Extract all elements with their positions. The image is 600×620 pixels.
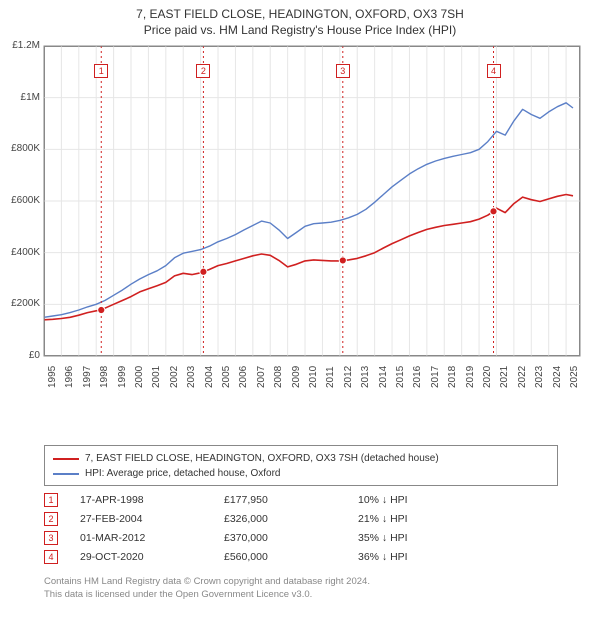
- sale-price: £177,950: [224, 494, 354, 506]
- sale-date: 29-OCT-2020: [80, 551, 220, 563]
- footer-line-1: Contains HM Land Registry data © Crown c…: [44, 576, 370, 589]
- table-row: 2 27-FEB-2004 £326,000 21% ↓ HPI: [44, 509, 558, 528]
- x-axis-label: 2023: [534, 366, 545, 388]
- y-axis-label: £600K: [0, 195, 40, 206]
- x-axis-label: 2008: [273, 366, 284, 388]
- x-axis-label: 2007: [256, 366, 267, 388]
- sale-price: £560,000: [224, 551, 354, 563]
- sale-pct: 36% ↓ HPI: [358, 551, 468, 563]
- table-row: 1 17-APR-1998 £177,950 10% ↓ HPI: [44, 490, 558, 509]
- y-axis-label: £1M: [0, 92, 40, 103]
- legend-item-hpi: HPI: Average price, detached house, Oxfo…: [53, 466, 549, 481]
- sale-pct: 10% ↓ HPI: [358, 494, 468, 506]
- y-axis-label: £1.2M: [0, 40, 40, 51]
- table-row: 4 29-OCT-2020 £560,000 36% ↓ HPI: [44, 547, 558, 566]
- x-axis-label: 2005: [221, 366, 232, 388]
- x-axis-label: 2010: [308, 366, 319, 388]
- x-axis-label: 2012: [343, 366, 354, 388]
- sale-marker-1: 1: [44, 493, 58, 507]
- chart-sale-marker-4: 4: [487, 64, 501, 78]
- chart-sale-marker-2: 2: [196, 64, 210, 78]
- sale-marker-2: 2: [44, 512, 58, 526]
- chart-title-block: 7, EAST FIELD CLOSE, HEADINGTON, OXFORD,…: [0, 0, 600, 40]
- sale-pct: 35% ↓ HPI: [358, 532, 468, 544]
- sale-marker-4: 4: [44, 550, 58, 564]
- title-line-2: Price paid vs. HM Land Registry's House …: [0, 22, 600, 38]
- sales-table: 1 17-APR-1998 £177,950 10% ↓ HPI 2 27-FE…: [44, 490, 558, 566]
- x-axis-label: 2014: [378, 366, 389, 388]
- footer-attribution: Contains HM Land Registry data © Crown c…: [44, 576, 370, 602]
- legend-item-property: 7, EAST FIELD CLOSE, HEADINGTON, OXFORD,…: [53, 451, 549, 466]
- x-axis-label: 2000: [134, 366, 145, 388]
- y-axis-label: £200K: [0, 298, 40, 309]
- x-axis-label: 1998: [99, 366, 110, 388]
- legend-label-property: 7, EAST FIELD CLOSE, HEADINGTON, OXFORD,…: [85, 453, 439, 464]
- x-axis-label: 2011: [325, 366, 336, 388]
- x-axis-label: 2019: [465, 366, 476, 388]
- x-axis-label: 1995: [47, 366, 58, 388]
- x-axis-label: 2006: [238, 366, 249, 388]
- x-axis-label: 2016: [412, 366, 423, 388]
- legend-swatch-hpi: [53, 473, 79, 475]
- x-axis-label: 2024: [552, 366, 563, 388]
- legend-swatch-property: [53, 458, 79, 460]
- chart-legend: 7, EAST FIELD CLOSE, HEADINGTON, OXFORD,…: [44, 445, 558, 486]
- sale-price: £326,000: [224, 513, 354, 525]
- chart-svg: [0, 40, 600, 410]
- x-axis-label: 1997: [82, 366, 93, 388]
- y-axis-label: £400K: [0, 247, 40, 258]
- x-axis-label: 2003: [186, 366, 197, 388]
- sale-date: 17-APR-1998: [80, 494, 220, 506]
- legend-label-hpi: HPI: Average price, detached house, Oxfo…: [85, 468, 281, 479]
- x-axis-label: 2015: [395, 366, 406, 388]
- x-axis-label: 2025: [569, 366, 580, 388]
- chart-sale-marker-3: 3: [336, 64, 350, 78]
- sale-pct: 21% ↓ HPI: [358, 513, 468, 525]
- y-axis-label: £800K: [0, 143, 40, 154]
- sale-marker-3: 3: [44, 531, 58, 545]
- x-axis-label: 1999: [117, 366, 128, 388]
- footer-line-2: This data is licensed under the Open Gov…: [44, 589, 370, 602]
- x-axis-label: 2002: [169, 366, 180, 388]
- y-axis-label: £0: [0, 350, 40, 361]
- x-axis-label: 2018: [447, 366, 458, 388]
- x-axis-label: 2021: [499, 366, 510, 388]
- x-axis-label: 1996: [64, 366, 75, 388]
- chart-sale-marker-1: 1: [94, 64, 108, 78]
- x-axis-label: 2020: [482, 366, 493, 388]
- x-axis-label: 2013: [360, 366, 371, 388]
- x-axis-label: 2022: [517, 366, 528, 388]
- x-axis-label: 2001: [151, 366, 162, 388]
- x-axis-label: 2009: [291, 366, 302, 388]
- x-axis-label: 2017: [430, 366, 441, 388]
- title-line-1: 7, EAST FIELD CLOSE, HEADINGTON, OXFORD,…: [0, 6, 600, 22]
- x-axis-label: 2004: [204, 366, 215, 388]
- sale-date: 01-MAR-2012: [80, 532, 220, 544]
- sale-price: £370,000: [224, 532, 354, 544]
- chart-area: £0 £200K £400K £600K £800K £1M £1.2M 1995 1996 19…: [0, 40, 600, 410]
- sale-date: 27-FEB-2004: [80, 513, 220, 525]
- table-row: 3 01-MAR-2012 £370,000 35% ↓ HPI: [44, 528, 558, 547]
